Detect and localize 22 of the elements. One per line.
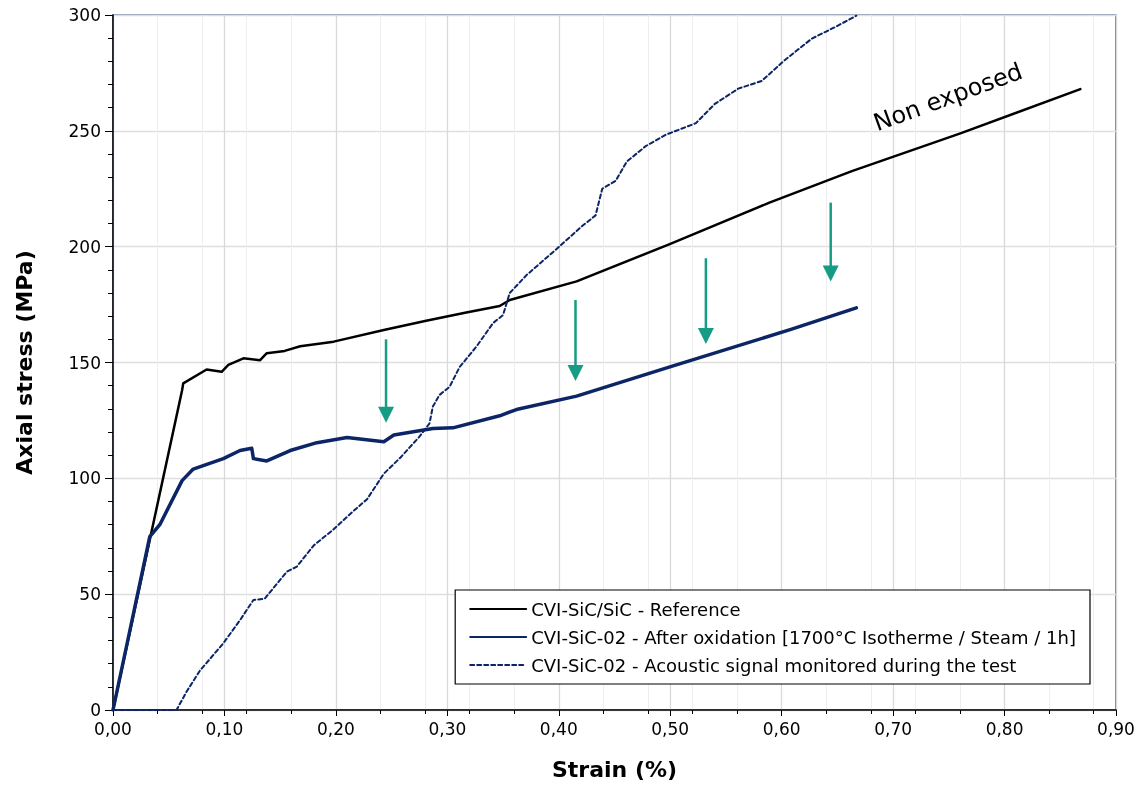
y-tick-label: 250 [68,120,101,141]
legend-label: CVI-SiC/SiC - Reference [531,598,741,620]
x-tick-label: 0,10 [205,718,244,739]
legend-label: CVI-SiC-02 - Acoustic signal monitored during the test [531,654,1017,676]
x-tick-label: 0,00 [94,718,132,739]
y-tick-label: 100 [68,468,101,489]
y-axis-title: Axial stress (MPa) [11,250,37,475]
x-tick-label: 0,30 [428,718,467,739]
x-tick-label: 0,20 [316,718,355,739]
x-tick-label: 0,50 [651,718,690,739]
x-tick-label: 0,40 [539,718,578,739]
x-tick-label: 0,70 [874,718,913,739]
y-tick-label: 150 [68,352,101,373]
x-tick-label: 0,80 [985,718,1024,739]
y-tick-label: 200 [68,236,101,257]
legend-label: CVI-SiC-02 - After oxidation [1700°C Isotherme / Steam / 1h] [531,626,1076,648]
x-tick-label: 0,90 [1097,718,1135,739]
y-tick-label: 0 [90,700,101,720]
y-tick-label: 300 [68,5,101,25]
x-axis-title: Strain (%) [551,756,678,782]
x-tick-label: 0,60 [762,718,801,739]
y-tick-label: 50 [79,584,101,605]
